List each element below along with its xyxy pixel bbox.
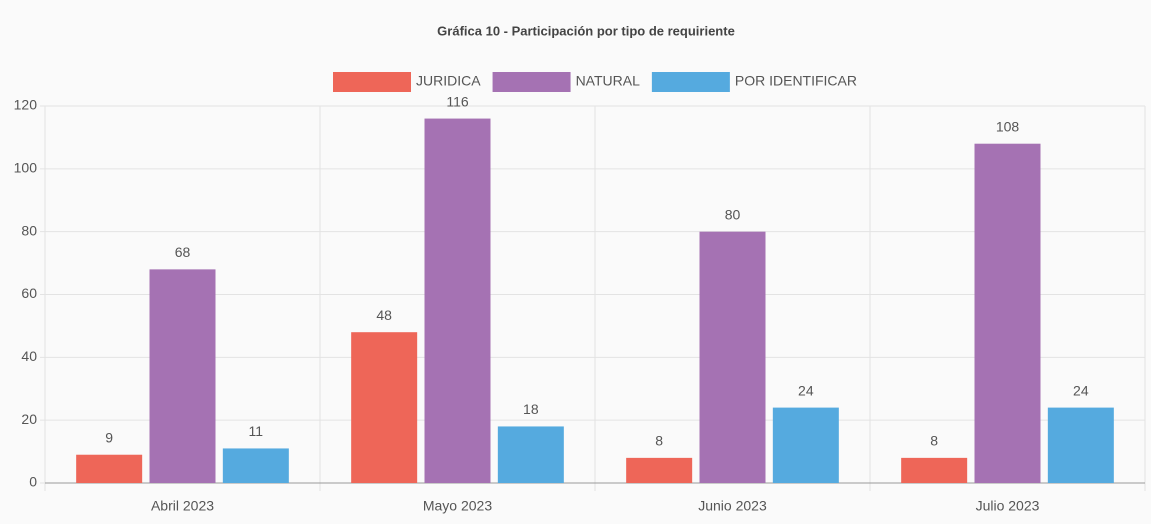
y-tick-label: 60: [21, 285, 37, 301]
bar: [1047, 407, 1114, 483]
bar: [626, 457, 693, 483]
y-tick-label: 80: [21, 222, 37, 238]
data-label: 68: [175, 244, 191, 260]
legend-label: JURIDICA: [416, 73, 481, 89]
bar: [974, 143, 1041, 483]
data-label: 116: [446, 93, 469, 109]
y-tick-label: 0: [29, 474, 37, 490]
y-tick-label: 20: [21, 411, 37, 427]
data-label: 80: [725, 206, 741, 222]
bar: [351, 332, 418, 483]
bar: [497, 426, 564, 483]
bar: [149, 269, 216, 483]
y-tick-label: 100: [14, 160, 38, 176]
bar: [901, 457, 968, 483]
data-label: 24: [798, 382, 814, 398]
x-tick-label: Junio 2023: [698, 498, 767, 514]
data-label: 8: [930, 433, 938, 449]
bar: [222, 448, 289, 483]
legend-swatch: [651, 72, 730, 92]
data-label: 24: [1073, 382, 1089, 398]
data-label: 108: [996, 118, 1020, 134]
bar: [424, 118, 491, 484]
data-label: 18: [523, 401, 539, 417]
bar: [772, 407, 839, 483]
legend-label: POR IDENTIFICAR: [735, 73, 857, 89]
x-tick-label: Abril 2023: [151, 498, 214, 514]
data-label: 11: [249, 423, 264, 439]
y-tick-label: 40: [21, 348, 37, 364]
y-tick-label: 120: [14, 97, 38, 113]
legend-label: NATURAL: [576, 73, 641, 89]
legend-swatch: [333, 72, 411, 92]
x-tick-label: Julio 2023: [976, 498, 1040, 514]
bar: [699, 231, 766, 483]
chart-title: Gráfica 10 - Participación por tipo de r…: [437, 23, 735, 38]
data-label: 9: [105, 429, 113, 445]
bar: [76, 454, 143, 483]
data-label: 8: [655, 433, 663, 449]
legend-swatch: [492, 72, 571, 92]
x-tick-label: Mayo 2023: [423, 498, 492, 514]
data-label: 48: [376, 307, 392, 323]
